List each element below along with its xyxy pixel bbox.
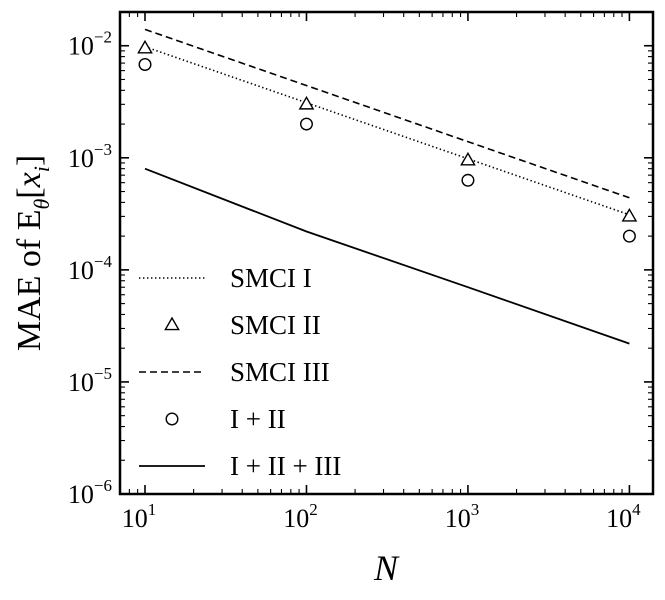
x-axis-title: N — [373, 548, 400, 588]
y-tick-label: 10−3 — [68, 140, 112, 173]
circle-marker — [138, 58, 152, 72]
ticks: 101 102 103 104 10−6 10−5 10−4 10−3 10−2 — [68, 12, 653, 533]
circle-marker — [299, 117, 313, 131]
y-tick-label: 10−4 — [68, 252, 113, 285]
legend-triangle-swatch — [164, 316, 180, 331]
x-tick-label: 101 — [122, 500, 157, 533]
y-tick-label: 10−2 — [68, 28, 112, 61]
legend-label: I + II — [230, 404, 286, 434]
legend-label: I + II + III — [230, 451, 341, 481]
series-line — [144, 28, 630, 199]
legend-label: SMCI II — [230, 310, 321, 340]
y-tick-label: 10−5 — [68, 364, 112, 397]
circle-marker — [461, 173, 475, 187]
series-line — [144, 45, 630, 216]
circle-marker — [622, 229, 636, 243]
x-tick-label: 102 — [283, 500, 318, 533]
x-tick-label: 104 — [606, 500, 641, 533]
legend-label: SMCI III — [230, 357, 330, 387]
legend: SMCI I SMCI II SMCI III I + II I + II + III — [139, 263, 341, 481]
triangle-marker — [298, 95, 315, 110]
series — [137, 28, 638, 345]
triangle-marker — [460, 151, 476, 166]
series-line — [144, 167, 630, 345]
legend-label: SMCI I — [230, 263, 312, 293]
triangle-marker — [621, 207, 638, 222]
y-tick-label: 10−6 — [68, 476, 112, 509]
legend-circle-swatch — [165, 412, 179, 426]
y-axis-title: MAE of Eθ[xi] — [11, 155, 54, 351]
x-tick-label: 103 — [445, 500, 480, 533]
triangle-marker — [137, 39, 153, 54]
plot-frame — [118, 10, 655, 496]
